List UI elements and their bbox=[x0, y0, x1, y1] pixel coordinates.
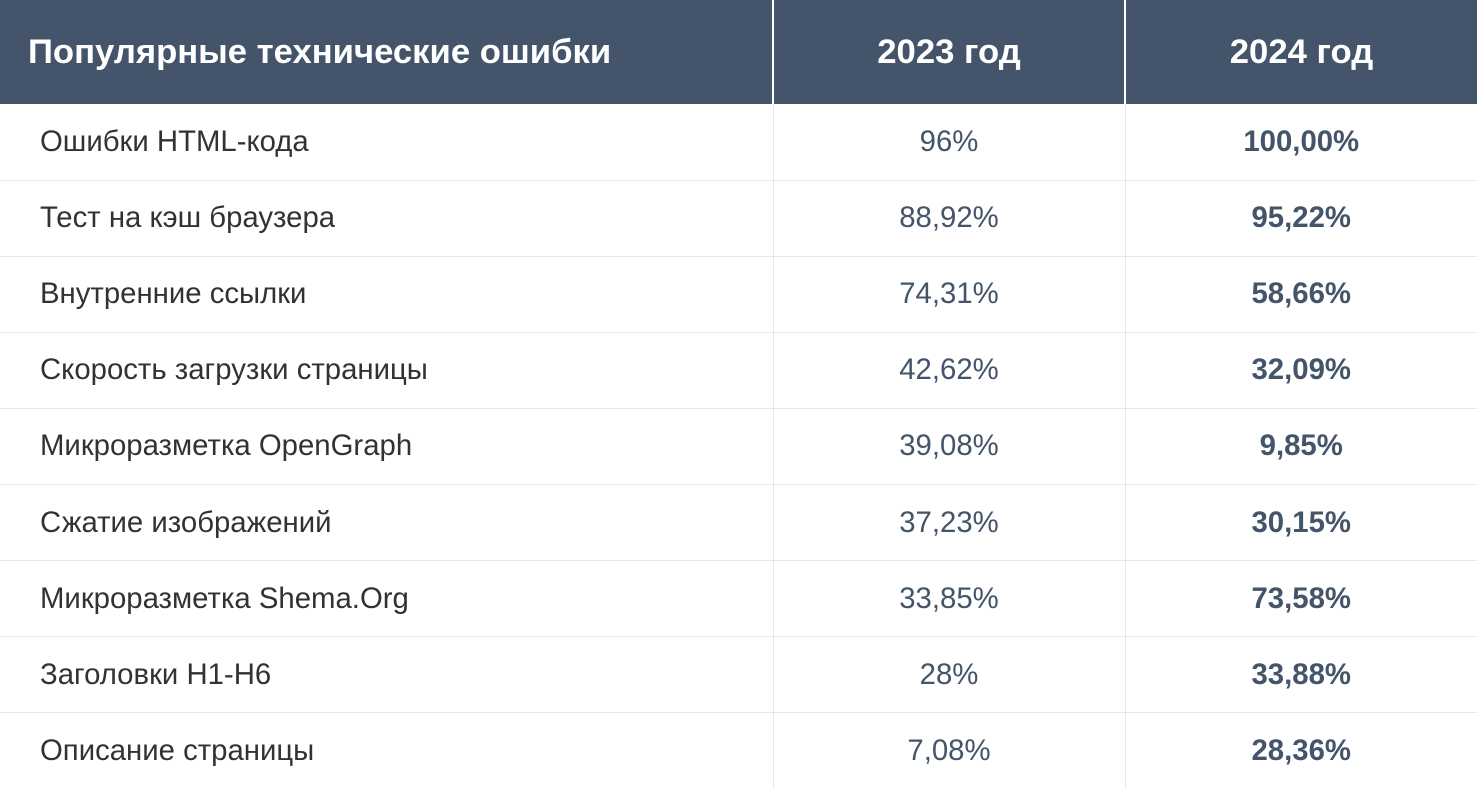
col-header-2024: 2024 год bbox=[1125, 0, 1477, 104]
row-label: Микроразметка OpenGraph bbox=[0, 408, 773, 484]
row-label: Описание страницы bbox=[0, 713, 773, 789]
table-row: Тест на кэш браузера88,92%95,22% bbox=[0, 180, 1477, 256]
table-row: Сжатие изображений37,23%30,15% bbox=[0, 485, 1477, 561]
table-row: Описание страницы7,08%28,36% bbox=[0, 713, 1477, 789]
row-value-2024: 28,36% bbox=[1125, 713, 1477, 789]
row-value-2024: 32,09% bbox=[1125, 332, 1477, 408]
table-row: Заголовки H1-H628%33,88% bbox=[0, 637, 1477, 713]
table-row: Внутренние ссылки74,31%58,66% bbox=[0, 256, 1477, 332]
row-value-2023: 28% bbox=[773, 637, 1125, 713]
row-value-2024: 58,66% bbox=[1125, 256, 1477, 332]
row-value-2023: 74,31% bbox=[773, 256, 1125, 332]
row-label: Скорость загрузки страницы bbox=[0, 332, 773, 408]
row-value-2023: 88,92% bbox=[773, 180, 1125, 256]
table-header: Популярные технические ошибки 2023 год 2… bbox=[0, 0, 1477, 104]
table-body: Ошибки HTML-кода96%100,00%Тест на кэш бр… bbox=[0, 104, 1477, 789]
table-row: Скорость загрузки страницы42,62%32,09% bbox=[0, 332, 1477, 408]
row-value-2024: 33,88% bbox=[1125, 637, 1477, 713]
row-label: Сжатие изображений bbox=[0, 485, 773, 561]
row-value-2023: 42,62% bbox=[773, 332, 1125, 408]
row-label: Ошибки HTML-кода bbox=[0, 104, 773, 180]
row-label: Тест на кэш браузера bbox=[0, 180, 773, 256]
row-value-2024: 30,15% bbox=[1125, 485, 1477, 561]
row-value-2023: 39,08% bbox=[773, 408, 1125, 484]
table-row: Микроразметка OpenGraph39,08%9,85% bbox=[0, 408, 1477, 484]
row-value-2023: 7,08% bbox=[773, 713, 1125, 789]
row-value-2023: 33,85% bbox=[773, 561, 1125, 637]
col-header-2023: 2023 год bbox=[773, 0, 1125, 104]
row-label: Микроразметка Shema.Org bbox=[0, 561, 773, 637]
table-row: Микроразметка Shema.Org33,85%73,58% bbox=[0, 561, 1477, 637]
row-value-2023: 37,23% bbox=[773, 485, 1125, 561]
row-label: Внутренние ссылки bbox=[0, 256, 773, 332]
row-value-2024: 9,85% bbox=[1125, 408, 1477, 484]
row-value-2024: 100,00% bbox=[1125, 104, 1477, 180]
col-header-errors: Популярные технические ошибки bbox=[0, 0, 773, 104]
row-value-2024: 73,58% bbox=[1125, 561, 1477, 637]
row-label: Заголовки H1-H6 bbox=[0, 637, 773, 713]
row-value-2023: 96% bbox=[773, 104, 1125, 180]
row-value-2024: 95,22% bbox=[1125, 180, 1477, 256]
table-row: Ошибки HTML-кода96%100,00% bbox=[0, 104, 1477, 180]
errors-table: Популярные технические ошибки 2023 год 2… bbox=[0, 0, 1477, 789]
